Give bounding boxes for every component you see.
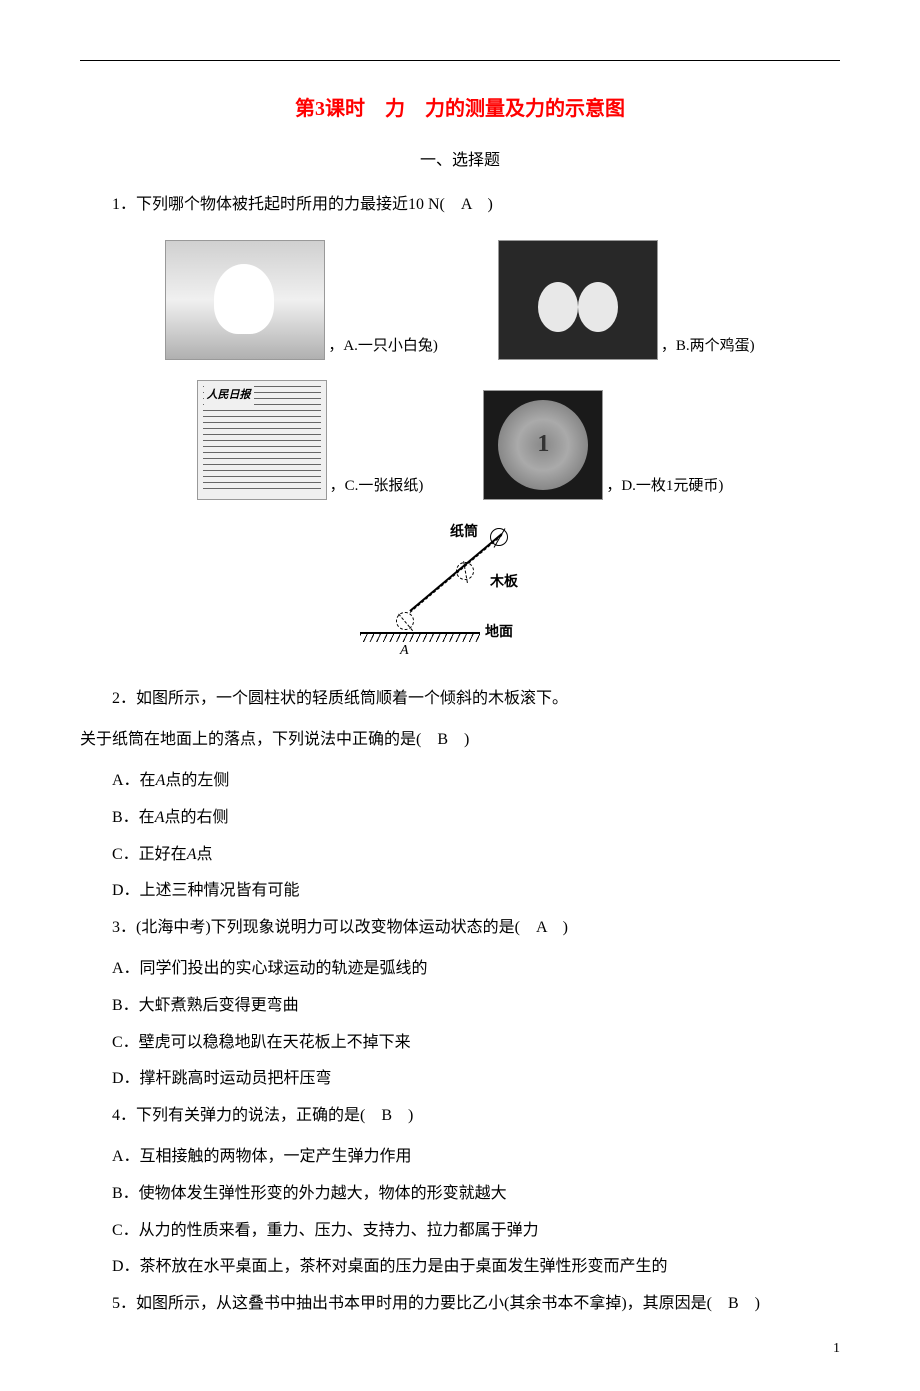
q4-optA: A．互相接触的两物体，一定产生弹力作用: [80, 1143, 840, 1172]
q2-b-pre: B．在: [112, 809, 155, 826]
q2-a-var: A: [156, 772, 166, 789]
q3-optB: B．大虾煮熟后变得更弯曲: [80, 992, 840, 1021]
q2-diagram: 纸筒 木板 地面 A: [360, 520, 560, 660]
page-number: 1: [833, 1336, 840, 1361]
q1-optC: ，C.一张报纸): [330, 473, 424, 500]
q2-b-var: A: [155, 809, 165, 826]
label-board: 木板: [490, 570, 518, 595]
rabbit-image: [165, 240, 325, 360]
q2-c-post: 点: [196, 846, 212, 863]
q1-optD: ，D.一枚1元硬币): [606, 473, 723, 500]
section-title: 一、选择题: [80, 147, 840, 176]
q3-optD: D．撑杆跳高时运动员把杆压弯: [80, 1065, 840, 1094]
q5-text: 5．如图所示，从这叠书中抽出书本甲时用的力要比乙小(其余书本不拿掉)，其原因是(…: [80, 1290, 840, 1319]
newspaper-image: 人民日报: [197, 380, 327, 500]
q2-optB: B．在A点的右侧: [80, 804, 840, 833]
q4-text: 4．下列有关弹力的说法，正确的是( B ): [80, 1102, 840, 1131]
incline-dash: [410, 535, 503, 613]
q1-item-d: 1 ，D.一枚1元硬币): [483, 390, 723, 500]
eggs-image: [498, 240, 658, 360]
q2-optC: C．正好在A点: [80, 841, 840, 870]
q1-optB: ，B.两个鸡蛋): [661, 333, 755, 360]
q2-cont: 关于纸筒在地面上的落点，下列说法中正确的是( B ): [80, 726, 840, 755]
q4-optC: C．从力的性质来看，重力、压力、支持力、拉力都属于弹力: [80, 1217, 840, 1246]
q1-item-b: ，B.两个鸡蛋): [498, 240, 755, 360]
label-ground: 地面: [485, 620, 513, 645]
q2-c-pre: C．正好在: [112, 846, 187, 863]
q2-c-var: A: [187, 846, 197, 863]
q3-optC: C．壁虎可以稳稳地趴在天花板上不掉下来: [80, 1029, 840, 1058]
q2-a-post: 点的左侧: [165, 772, 229, 789]
q2-b-post: 点的右侧: [164, 809, 228, 826]
coin-image: 1: [483, 390, 603, 500]
q1-image-row2: 人民日报 ，C.一张报纸) 1 ，D.一枚1元硬币): [80, 380, 840, 500]
q1-item-c: 人民日报 ，C.一张报纸): [197, 380, 424, 500]
coin-circle: 1: [498, 400, 588, 490]
circle-bottom: [396, 612, 414, 630]
q4-optB: B．使物体发生弹性形变的外力越大，物体的形变就越大: [80, 1180, 840, 1209]
q2-a-pre: A．在: [112, 772, 156, 789]
label-a: A: [400, 638, 409, 663]
q1-image-row1: ，A.一只小白兔) ，B.两个鸡蛋): [80, 240, 840, 360]
q2-text: 2．如图所示，一个圆柱状的轻质纸筒顺着一个倾斜的木板滚下。: [80, 685, 840, 714]
q3-optA: A．同学们投出的实心球运动的轨迹是弧线的: [80, 955, 840, 984]
q2-optA: A．在A点的左侧: [80, 767, 840, 796]
q1-optA: ，A.一只小白兔): [328, 333, 438, 360]
label-tube: 纸筒: [450, 520, 478, 545]
q4-optD: D．茶杯放在水平桌面上，茶杯对桌面的压力是由于桌面发生弹性形变而产生的: [80, 1253, 840, 1282]
ground-hatch: [360, 634, 480, 642]
q3-text: 3．(北海中考)下列现象说明力可以改变物体运动状态的是( A ): [80, 914, 840, 943]
q2-diagram-wrapper: 纸筒 木板 地面 A: [80, 520, 840, 671]
q1-text: 1．下列哪个物体被托起时所用的力最接近10 N( A ): [80, 191, 840, 220]
top-rule: [80, 60, 840, 61]
newspaper-title: 人民日报: [204, 385, 254, 407]
q2-optD: D．上述三种情况皆有可能: [80, 877, 840, 906]
q1-item-a: ，A.一只小白兔): [165, 240, 438, 360]
page-title: 第3课时 力 力的测量及力的示意图: [80, 91, 840, 127]
